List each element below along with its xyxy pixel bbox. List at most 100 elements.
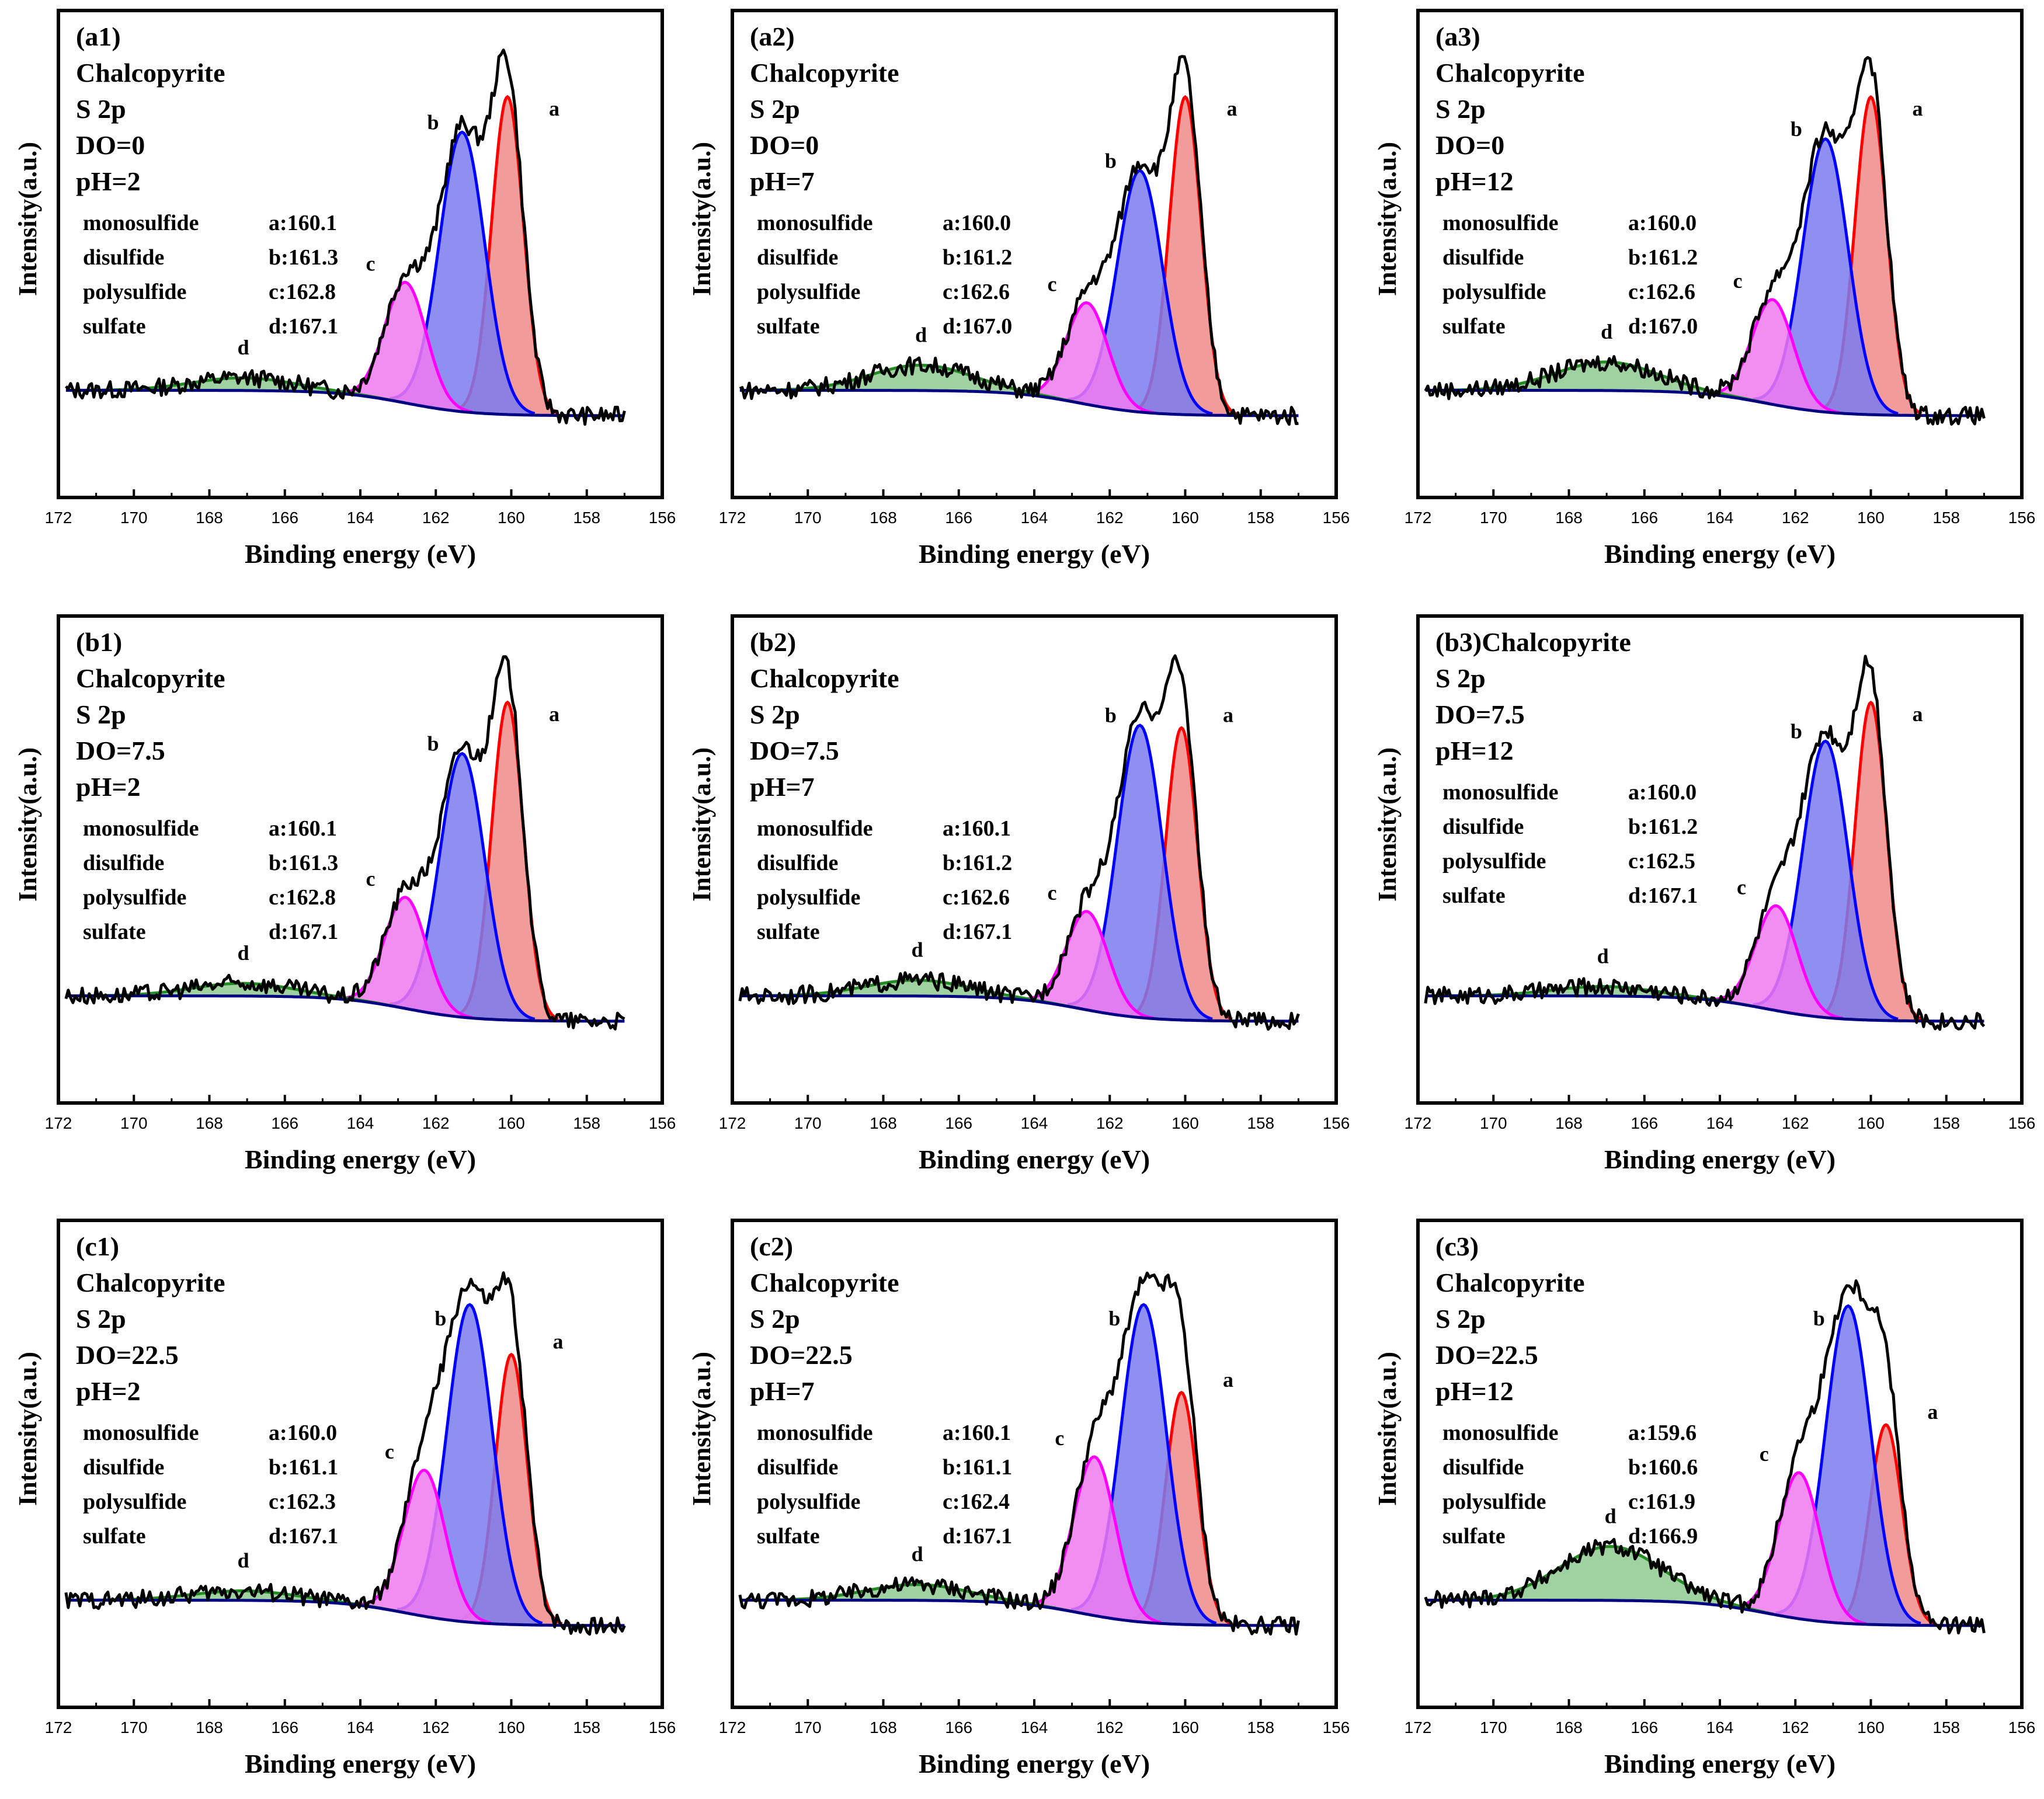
peak-position-value: c:162.8 — [269, 280, 336, 304]
peak-species-name: polysulfide — [83, 280, 186, 304]
y-axis-title: Intensity(a.u.) — [1373, 1352, 1402, 1506]
peak-letter-d: d — [238, 941, 249, 965]
plot-area — [64, 655, 625, 1031]
peak-position-value: c:162.6 — [1628, 280, 1695, 304]
peak-species-name: disulfide — [83, 851, 164, 875]
x-tick-label: 168 — [1555, 1114, 1583, 1132]
panel-title-line: Chalcopyrite — [76, 1268, 225, 1297]
panel-title-line: DO=0 — [76, 130, 145, 160]
x-tick-label: 166 — [1631, 1718, 1658, 1737]
peak-position-value: c:162.6 — [943, 280, 1010, 304]
x-tick-label: 156 — [1323, 509, 1350, 527]
y-axis-title: Intensity(a.u.) — [687, 142, 716, 296]
x-tick-label: 162 — [422, 1718, 450, 1737]
peak-species-name: disulfide — [1442, 245, 1524, 270]
x-tick-label: 160 — [1857, 1114, 1885, 1132]
panel-title-line: S 2p — [750, 1304, 800, 1334]
peak-letter-a: a — [1913, 702, 1923, 726]
panel-title-line: Chalcopyrite — [750, 663, 899, 693]
peak-position-value: d:167.1 — [269, 314, 338, 339]
x-tick-label: 166 — [1631, 509, 1658, 527]
peak-position-value: b:160.6 — [1628, 1455, 1698, 1480]
x-tick-label: 172 — [1405, 1718, 1432, 1737]
peak-position-value: d:167.1 — [1628, 883, 1698, 908]
raw-spectrum-line — [65, 48, 626, 426]
x-tick-label: 156 — [649, 1718, 676, 1737]
x-tick-label: 160 — [498, 509, 525, 527]
panel-title-line: pH=12 — [1435, 736, 1514, 765]
x-tick-label: 168 — [196, 509, 223, 527]
x-tick-label: 156 — [2008, 509, 2036, 527]
panel-title-line: DO=7.5 — [750, 736, 839, 765]
panel-title-line: S 2p — [1435, 663, 1486, 693]
panel-title-line: Chalcopyrite — [1435, 1268, 1585, 1297]
x-tick-label: 164 — [1706, 1114, 1734, 1132]
peak-species-name: sulfate — [757, 1524, 820, 1549]
peak-species-name: monosulfide — [83, 211, 199, 235]
x-tick-label: 172 — [719, 509, 746, 527]
peak-position-value: c:162.6 — [943, 885, 1010, 910]
panel-label: (b1) — [76, 627, 122, 657]
x-tick-label: 172 — [1405, 1114, 1432, 1132]
x-tick-label: 172 — [45, 1114, 72, 1132]
chart-panel-b3: 172 170 168 166 164 162 160 158 156 Binding energ… — [1373, 614, 2035, 1174]
peak-letter-b: b — [1791, 117, 1802, 141]
x-tick-label: 160 — [1172, 1114, 1199, 1132]
x-tick-label: 156 — [1323, 1718, 1350, 1737]
peak-letter-a: a — [549, 702, 559, 726]
y-axis-title: Intensity(a.u.) — [13, 747, 42, 902]
panel-title-line: DO=0 — [1435, 130, 1504, 160]
peak-position-value: d:167.1 — [269, 1524, 338, 1549]
x-tick-label: 164 — [347, 1114, 374, 1132]
raw-spectrum-line — [1424, 1279, 1986, 1635]
panel-label: (c1) — [76, 1231, 119, 1261]
x-tick-label: 164 — [1021, 1718, 1048, 1737]
panel-label: (c3) — [1435, 1231, 1479, 1261]
peak-position-value: a:160.1 — [943, 816, 1011, 841]
x-tick-label: 170 — [794, 509, 822, 527]
peak-position-value: a:160.0 — [1628, 780, 1697, 805]
peak-species-name: disulfide — [83, 245, 164, 270]
y-axis-title: Intensity(a.u.) — [13, 1352, 42, 1506]
peak-position-value: c:162.4 — [943, 1490, 1010, 1514]
plot-area — [1424, 56, 1986, 426]
peak-c-fill — [339, 897, 472, 1018]
panel-label: (b2) — [750, 627, 796, 657]
panel-title-line: pH=2 — [76, 1376, 141, 1406]
y-axis-title: Intensity(a.u.) — [13, 142, 42, 296]
peak-d-fill — [754, 1584, 1080, 1613]
peak-species-name: polysulfide — [757, 1490, 860, 1514]
peak-letter-a: a — [1227, 97, 1237, 120]
raw-spectrum-line — [738, 1271, 1300, 1636]
background-baseline — [1425, 1599, 1984, 1627]
peak-letter-b: b — [1105, 149, 1117, 172]
panel-title-line: Chalcopyrite — [1435, 58, 1585, 88]
panel-title-line: DO=22.5 — [76, 1340, 179, 1370]
x-axis-title: Binding energy (eV) — [919, 1144, 1150, 1174]
peak-letter-c: c — [1047, 881, 1056, 904]
peak-position-value: d:167.1 — [943, 1524, 1012, 1549]
panel-title-line: DO=22.5 — [750, 1340, 853, 1370]
x-tick-label: 162 — [1096, 1718, 1124, 1737]
x-tick-label: 166 — [271, 1114, 298, 1132]
raw-spectrum-line — [64, 1271, 626, 1636]
raw-spectrum-line — [739, 55, 1299, 426]
x-tick-label: 166 — [271, 1718, 298, 1737]
x-tick-label: 158 — [573, 509, 600, 527]
y-axis-title: Intensity(a.u.) — [687, 1352, 716, 1506]
peak-c-fill — [1710, 906, 1843, 1019]
peak-species-name: monosulfide — [1442, 1421, 1558, 1445]
peak-species-name: disulfide — [757, 245, 838, 270]
x-axis-title: Binding energy (eV) — [1604, 1144, 1836, 1174]
x-tick-label: 164 — [1706, 1718, 1734, 1737]
peak-position-value: a:160.0 — [943, 211, 1011, 235]
peak-letter-b: b — [1108, 1307, 1120, 1330]
peak-position-value: a:159.6 — [1628, 1421, 1697, 1445]
peak-letter-b: b — [427, 110, 439, 134]
panel-title-line: pH=12 — [1435, 166, 1514, 196]
x-tick-label: 162 — [1782, 509, 1809, 527]
peak-c-curve — [1020, 301, 1154, 414]
panel-label: (a1) — [76, 22, 121, 51]
peak-letter-a: a — [1913, 97, 1923, 120]
